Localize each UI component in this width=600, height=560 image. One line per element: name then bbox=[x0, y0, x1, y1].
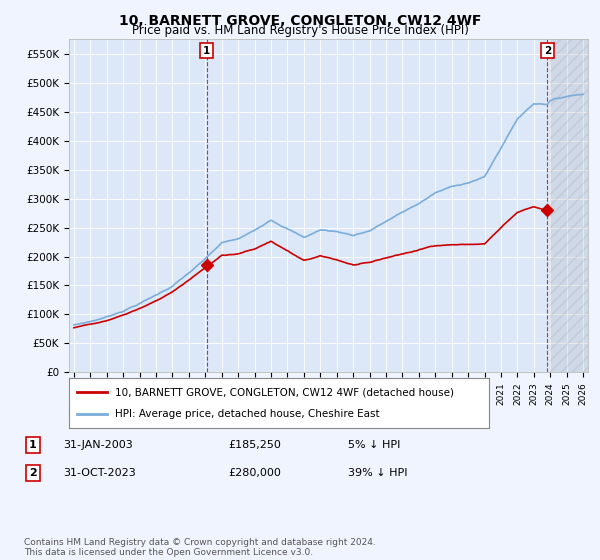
Bar bbox=[550, 39, 591, 372]
Text: 10, BARNETT GROVE, CONGLETON, CW12 4WF: 10, BARNETT GROVE, CONGLETON, CW12 4WF bbox=[119, 14, 481, 28]
Text: 31-JAN-2003: 31-JAN-2003 bbox=[63, 440, 133, 450]
Text: £185,250: £185,250 bbox=[228, 440, 281, 450]
Text: 2: 2 bbox=[29, 468, 37, 478]
Text: £280,000: £280,000 bbox=[228, 468, 281, 478]
Text: 1: 1 bbox=[29, 440, 37, 450]
Text: 10, BARNETT GROVE, CONGLETON, CW12 4WF (detached house): 10, BARNETT GROVE, CONGLETON, CW12 4WF (… bbox=[115, 387, 454, 397]
Text: 5% ↓ HPI: 5% ↓ HPI bbox=[348, 440, 400, 450]
Text: 1: 1 bbox=[203, 46, 210, 56]
Text: 39% ↓ HPI: 39% ↓ HPI bbox=[348, 468, 407, 478]
Text: HPI: Average price, detached house, Cheshire East: HPI: Average price, detached house, Ches… bbox=[115, 409, 380, 419]
Text: Contains HM Land Registry data © Crown copyright and database right 2024.
This d: Contains HM Land Registry data © Crown c… bbox=[24, 538, 376, 557]
Text: 2: 2 bbox=[544, 46, 551, 56]
Text: 31-OCT-2023: 31-OCT-2023 bbox=[63, 468, 136, 478]
Text: Price paid vs. HM Land Registry's House Price Index (HPI): Price paid vs. HM Land Registry's House … bbox=[131, 24, 469, 37]
